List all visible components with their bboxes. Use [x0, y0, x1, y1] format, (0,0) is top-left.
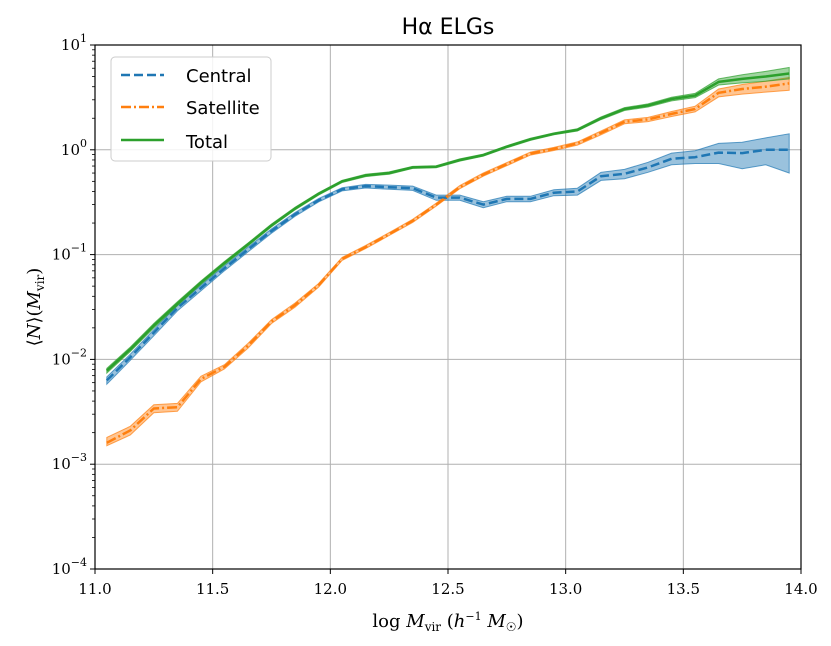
axis-ticks: 11.0 11.5 12.0 12.5 13.0 13.5 14.0 10−4 10−3 10−2… [52, 32, 818, 598]
x-tick-label: 13.0 [549, 580, 582, 598]
x-tick-label: 11.0 [78, 580, 111, 598]
x-tick-label: 13.5 [667, 580, 700, 598]
band-satellite [106, 76, 790, 447]
legend-label-total: Total [185, 132, 228, 153]
legend-box [110, 56, 272, 162]
y-tick-label: 101 [61, 32, 87, 54]
y-tick-label: 10−3 [52, 451, 87, 473]
x-tick-label: 12.0 [314, 580, 347, 598]
chart-title: Hα ELGs [402, 15, 495, 40]
legend: Central Satellite Total [110, 56, 272, 162]
band-central [106, 133, 790, 386]
y-tick-label: 10−4 [52, 556, 87, 578]
x-tick-label: 11.5 [196, 580, 229, 598]
x-tick-label: 12.5 [431, 580, 464, 598]
y-tick-label: 10−2 [52, 346, 87, 368]
line-central [105, 148, 790, 382]
line-total [105, 72, 790, 372]
legend-label-central: Central [186, 66, 252, 87]
series-lines [105, 72, 790, 444]
line-satellite [106, 82, 790, 444]
y-tick-label: 100 [61, 137, 87, 159]
y-axis-label: ⟨N⟩(Mvir) [24, 268, 47, 347]
x-tick-label: 14.0 [784, 580, 817, 598]
y-tick-label: 10−1 [52, 242, 87, 264]
legend-label-satellite: Satellite [186, 98, 260, 119]
x-axis-label: log Mvir (h−1 M☉) [372, 610, 523, 634]
